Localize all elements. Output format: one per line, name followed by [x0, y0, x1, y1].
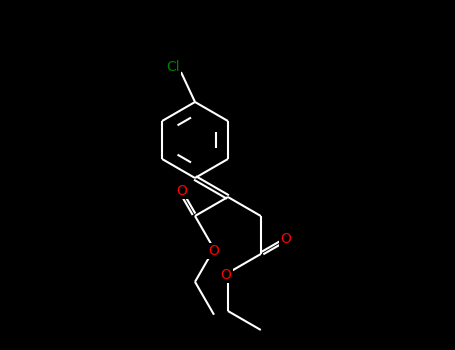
- Text: Cl: Cl: [166, 60, 180, 74]
- Text: O: O: [208, 244, 219, 258]
- Text: O: O: [280, 232, 291, 246]
- Text: O: O: [221, 268, 231, 282]
- Text: O: O: [176, 184, 187, 198]
